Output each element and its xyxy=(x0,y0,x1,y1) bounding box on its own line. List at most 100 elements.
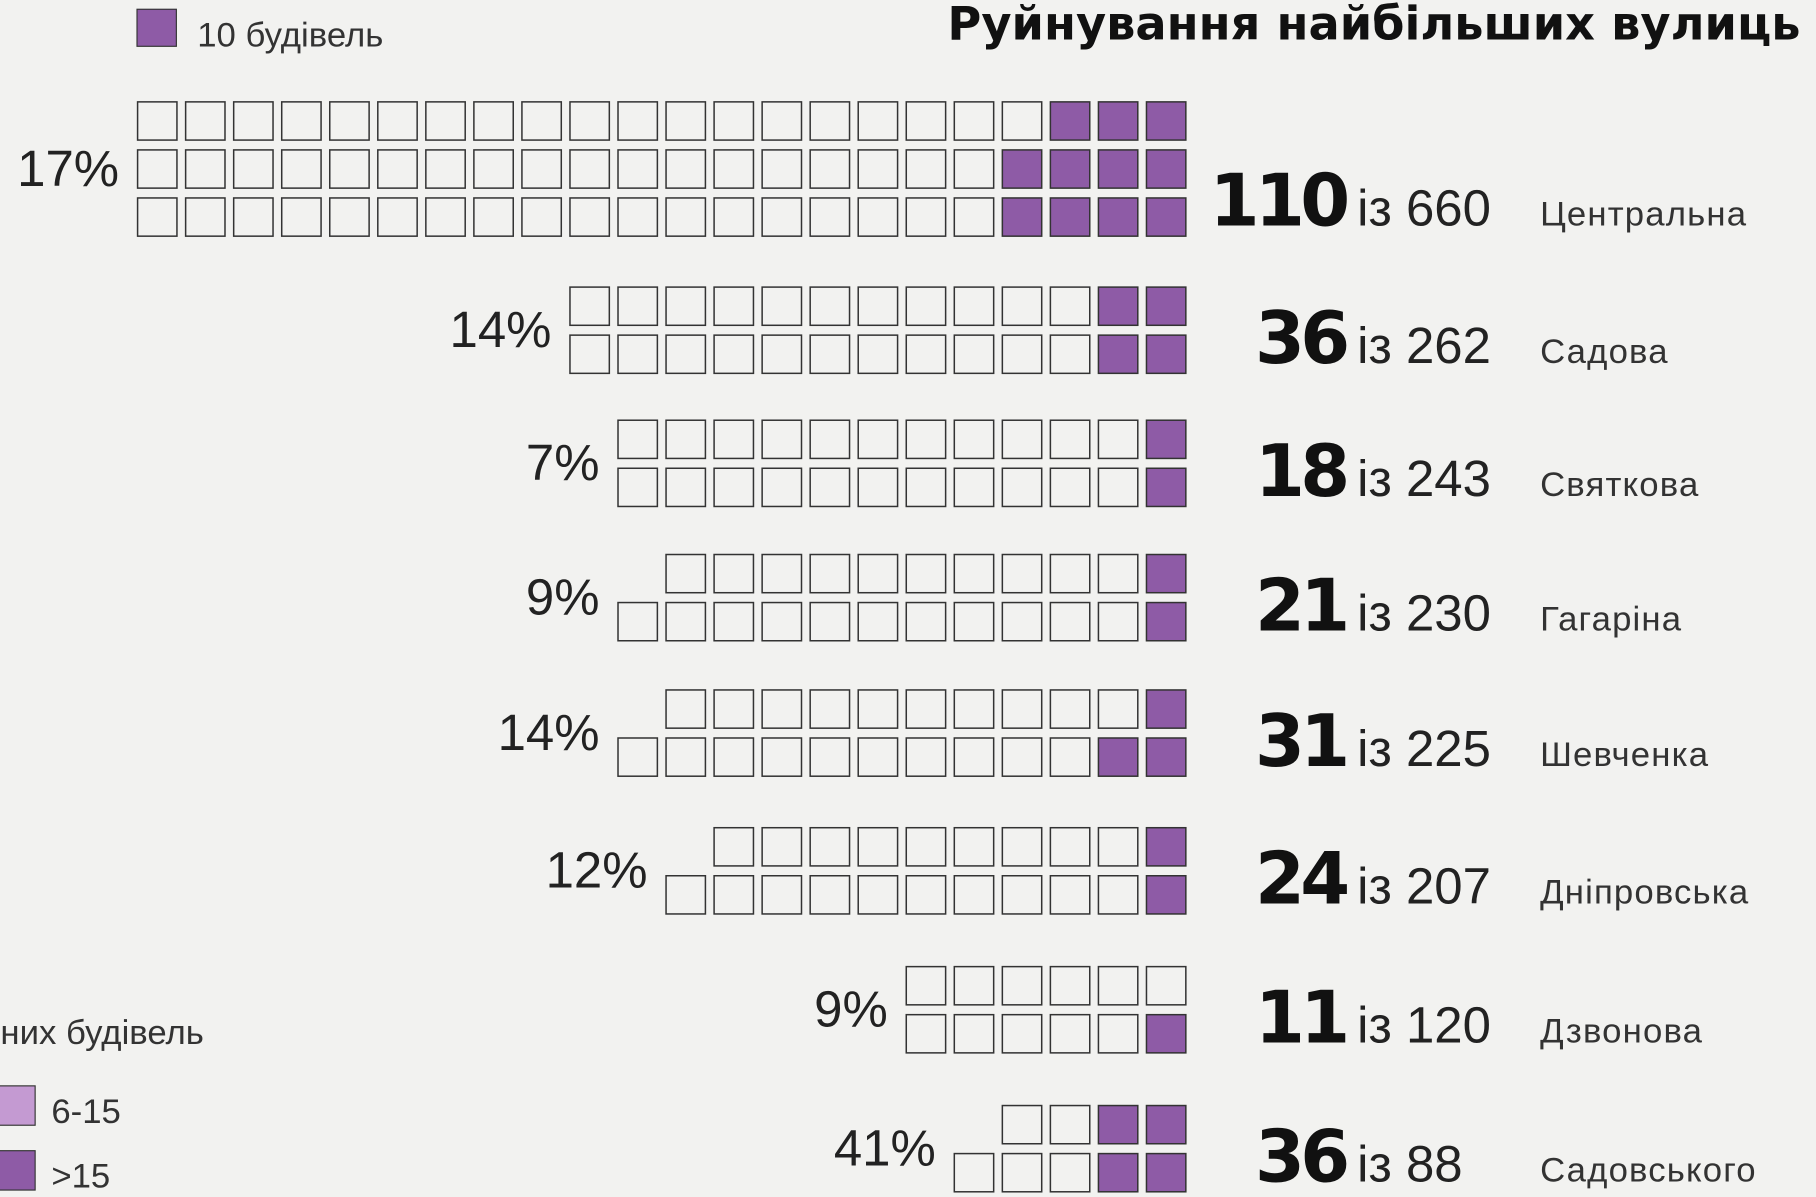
destroyed-square xyxy=(1145,1104,1187,1145)
building-square xyxy=(905,419,947,460)
building-square xyxy=(1001,101,1043,141)
building-square xyxy=(1049,737,1091,777)
total-count: 243 xyxy=(1406,450,1491,507)
destroyed-count: 110 xyxy=(1210,159,1348,243)
building-square xyxy=(809,286,851,327)
connector: із xyxy=(1357,180,1392,237)
building-square xyxy=(665,419,707,460)
building-square xyxy=(1001,467,1043,508)
destroyed-square xyxy=(1145,875,1187,915)
street-waffle xyxy=(617,689,1187,777)
building-square xyxy=(280,149,322,189)
building-square xyxy=(761,601,803,642)
building-square xyxy=(665,101,707,141)
building-square xyxy=(1145,965,1187,1006)
building-square xyxy=(232,149,274,189)
destroyed-square xyxy=(1145,467,1187,508)
building-square xyxy=(665,286,707,327)
destroyed-square xyxy=(1097,101,1139,141)
building-square xyxy=(857,286,899,327)
building-square xyxy=(857,737,899,777)
building-square xyxy=(665,875,707,915)
building-square xyxy=(1097,1013,1139,1054)
building-square xyxy=(905,965,947,1006)
destroyed-square xyxy=(1145,826,1187,867)
percent-label: 9% xyxy=(814,981,888,1038)
destroyed-count: 31 xyxy=(1255,699,1346,783)
total-count: 207 xyxy=(1406,858,1491,915)
building-square xyxy=(232,197,274,237)
building-square xyxy=(1001,601,1043,642)
total-count: 88 xyxy=(1406,1135,1463,1192)
building-square xyxy=(1097,601,1139,642)
building-square xyxy=(665,601,707,642)
building-square xyxy=(857,875,899,915)
destroyed-square xyxy=(1097,286,1139,327)
building-square xyxy=(953,467,995,508)
total-label: із 120 xyxy=(1357,996,1491,1053)
total-label: із 88 xyxy=(1357,1135,1462,1192)
building-square xyxy=(857,197,899,237)
connector: із xyxy=(1357,1135,1392,1192)
destroyed-square xyxy=(1145,737,1187,777)
building-square xyxy=(329,197,370,237)
building-square xyxy=(713,286,755,327)
building-square xyxy=(953,1152,995,1193)
building-square xyxy=(1097,553,1139,594)
street-waffle xyxy=(617,553,1187,642)
building-square xyxy=(953,826,995,867)
connector: із xyxy=(1357,584,1392,641)
destroyed-square xyxy=(1097,197,1139,237)
destroyed-square xyxy=(1145,601,1187,642)
total-count: 262 xyxy=(1406,317,1491,374)
building-square xyxy=(665,334,707,375)
building-square xyxy=(761,419,803,460)
total-count: 230 xyxy=(1406,584,1491,641)
building-square xyxy=(569,101,611,141)
building-square xyxy=(761,467,803,508)
building-square xyxy=(809,419,851,460)
total-count: 225 xyxy=(1406,720,1491,777)
building-square xyxy=(713,826,755,867)
building-square xyxy=(713,101,755,141)
building-square xyxy=(953,149,995,189)
building-square xyxy=(905,149,947,189)
street-waffle xyxy=(953,1104,1187,1193)
building-square xyxy=(905,737,947,777)
building-square xyxy=(905,467,947,508)
building-square xyxy=(713,601,755,642)
building-square xyxy=(857,467,899,508)
building-square xyxy=(857,419,899,460)
building-square xyxy=(857,601,899,642)
building-square xyxy=(617,737,659,777)
building-square xyxy=(617,601,659,642)
street-waffle xyxy=(617,419,1187,508)
building-square xyxy=(905,601,947,642)
building-square xyxy=(377,101,418,141)
destroyed-count: 21 xyxy=(1255,563,1346,647)
building-square xyxy=(857,826,899,867)
connector: із xyxy=(1357,996,1392,1053)
building-square xyxy=(1001,965,1043,1006)
percent-label: 12% xyxy=(546,842,648,899)
building-square xyxy=(809,553,851,594)
building-square xyxy=(1097,826,1139,867)
building-square xyxy=(1049,1013,1091,1054)
building-square xyxy=(1049,1152,1091,1193)
building-square xyxy=(1001,553,1043,594)
building-square xyxy=(184,101,226,141)
building-square xyxy=(232,101,274,141)
building-square xyxy=(521,197,563,237)
building-square xyxy=(473,197,514,237)
building-square xyxy=(953,965,995,1006)
destroyed-square xyxy=(1145,197,1187,237)
building-square xyxy=(136,197,178,237)
destroyed-square xyxy=(1049,101,1091,141)
building-square xyxy=(1097,689,1139,729)
destroyed-count: 11 xyxy=(1255,975,1346,1059)
building-square xyxy=(905,689,947,729)
percent-label: 9% xyxy=(526,568,600,625)
